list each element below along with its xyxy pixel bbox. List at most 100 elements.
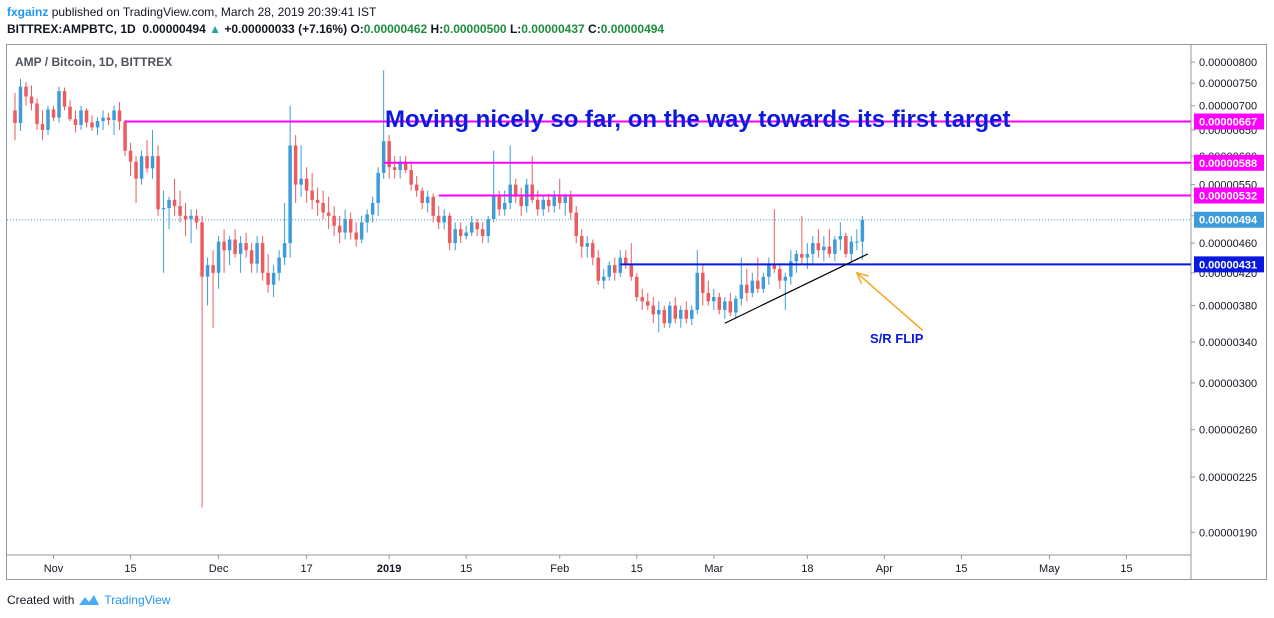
symbol-summary: BITTREX:AMPBTC, 1D 0.00000494 ▲ +0.00000… — [7, 22, 664, 36]
chart-frame[interactable]: 0.00000800 0.00000750 0.00000700 0.00000650… — [6, 44, 1267, 580]
candle — [695, 250, 700, 315]
candle-body — [315, 199, 320, 203]
candle — [464, 225, 468, 240]
candle-body — [739, 284, 744, 299]
candle-body — [161, 208, 166, 210]
up-triangle-icon: ▲ — [209, 22, 221, 36]
candle-body — [57, 91, 61, 118]
last-price-label-text: 0.00000494 — [1199, 215, 1258, 227]
candle-body — [420, 190, 424, 203]
price-label-text: 0.00000532 — [1199, 190, 1257, 202]
candle-body — [266, 272, 270, 285]
candle — [651, 297, 656, 324]
candle-body — [425, 196, 430, 203]
candle — [354, 222, 358, 247]
candle-body — [833, 239, 837, 254]
candle-body — [453, 229, 457, 244]
candle — [414, 175, 419, 197]
candle — [794, 250, 799, 273]
candle-body — [530, 184, 534, 200]
candle — [216, 236, 221, 289]
candle — [475, 219, 479, 237]
annotation-text: Moving nicely so far, on the way towards… — [385, 106, 1010, 133]
price-chart[interactable]: 0.000008000.000007500.000007000.00000650… — [7, 45, 1266, 579]
candle — [271, 265, 276, 298]
price-label-box — [1194, 187, 1264, 204]
candle — [128, 142, 133, 176]
candle — [453, 222, 457, 251]
candle — [260, 236, 265, 281]
candle-body — [62, 91, 67, 107]
candle-body — [519, 196, 523, 207]
candle-body — [321, 202, 325, 213]
candle-body — [277, 257, 281, 273]
candle-body — [745, 284, 749, 293]
close-label: C: — [588, 22, 601, 36]
publish-info: fxgainz published on TradingView.com, Ma… — [7, 5, 376, 19]
candle — [590, 239, 595, 266]
candle — [668, 301, 672, 328]
candle-body — [35, 103, 39, 124]
low-label: L: — [509, 22, 522, 36]
candle — [73, 110, 78, 133]
candle — [436, 206, 441, 230]
author-link[interactable]: fxgainz — [7, 5, 49, 19]
candle — [690, 305, 694, 326]
candle — [117, 102, 122, 130]
x-tick-label: 15 — [460, 563, 472, 575]
candle — [607, 261, 612, 281]
candle-body — [68, 106, 72, 120]
candle — [381, 70, 386, 179]
y-tick-label: 0.00000260 — [1199, 425, 1257, 437]
candle-body — [579, 236, 584, 247]
candle-body — [800, 253, 804, 258]
y-tick-label: 0.00000750 — [1199, 78, 1257, 90]
x-tick-label: 18 — [801, 563, 813, 575]
candle-body — [629, 263, 634, 277]
candle — [139, 150, 144, 185]
candle — [40, 110, 45, 141]
candle — [783, 272, 788, 310]
candle-body — [590, 243, 595, 258]
candle-body — [635, 276, 639, 298]
candle-body — [282, 243, 287, 258]
candle — [167, 196, 171, 230]
candle-body — [189, 215, 193, 220]
candle — [552, 190, 556, 213]
candle-body — [200, 222, 204, 277]
candle — [293, 135, 298, 203]
candle-body — [855, 241, 859, 243]
candle-body — [205, 265, 210, 277]
candle-body — [734, 298, 738, 313]
candle-body — [95, 121, 100, 128]
candle-body — [811, 243, 815, 254]
candle — [310, 172, 314, 210]
candle-body — [673, 305, 678, 319]
candle-body — [46, 109, 50, 130]
candle — [233, 229, 237, 258]
candle — [789, 250, 793, 285]
candle — [222, 229, 226, 273]
candle — [646, 292, 650, 310]
candle-body — [172, 199, 177, 207]
x-tick-label: Nov — [44, 563, 64, 575]
candle — [761, 272, 766, 293]
y-tick-label: 0.00000300 — [1199, 378, 1257, 390]
candle — [420, 187, 424, 210]
candle-body — [690, 309, 694, 319]
candle-body — [332, 215, 336, 226]
candle — [706, 280, 711, 306]
candle-body — [29, 96, 34, 104]
candle-body — [216, 241, 221, 273]
candle — [844, 232, 848, 258]
candle — [684, 301, 689, 324]
candle-body — [101, 117, 105, 122]
candle — [46, 105, 50, 136]
candle — [513, 178, 518, 203]
candle-body — [679, 309, 683, 319]
candle — [701, 265, 705, 306]
candle — [469, 215, 474, 237]
candle-body — [18, 86, 23, 123]
candle-body — [271, 272, 276, 285]
tradingview-link[interactable]: TradingView — [104, 593, 171, 607]
